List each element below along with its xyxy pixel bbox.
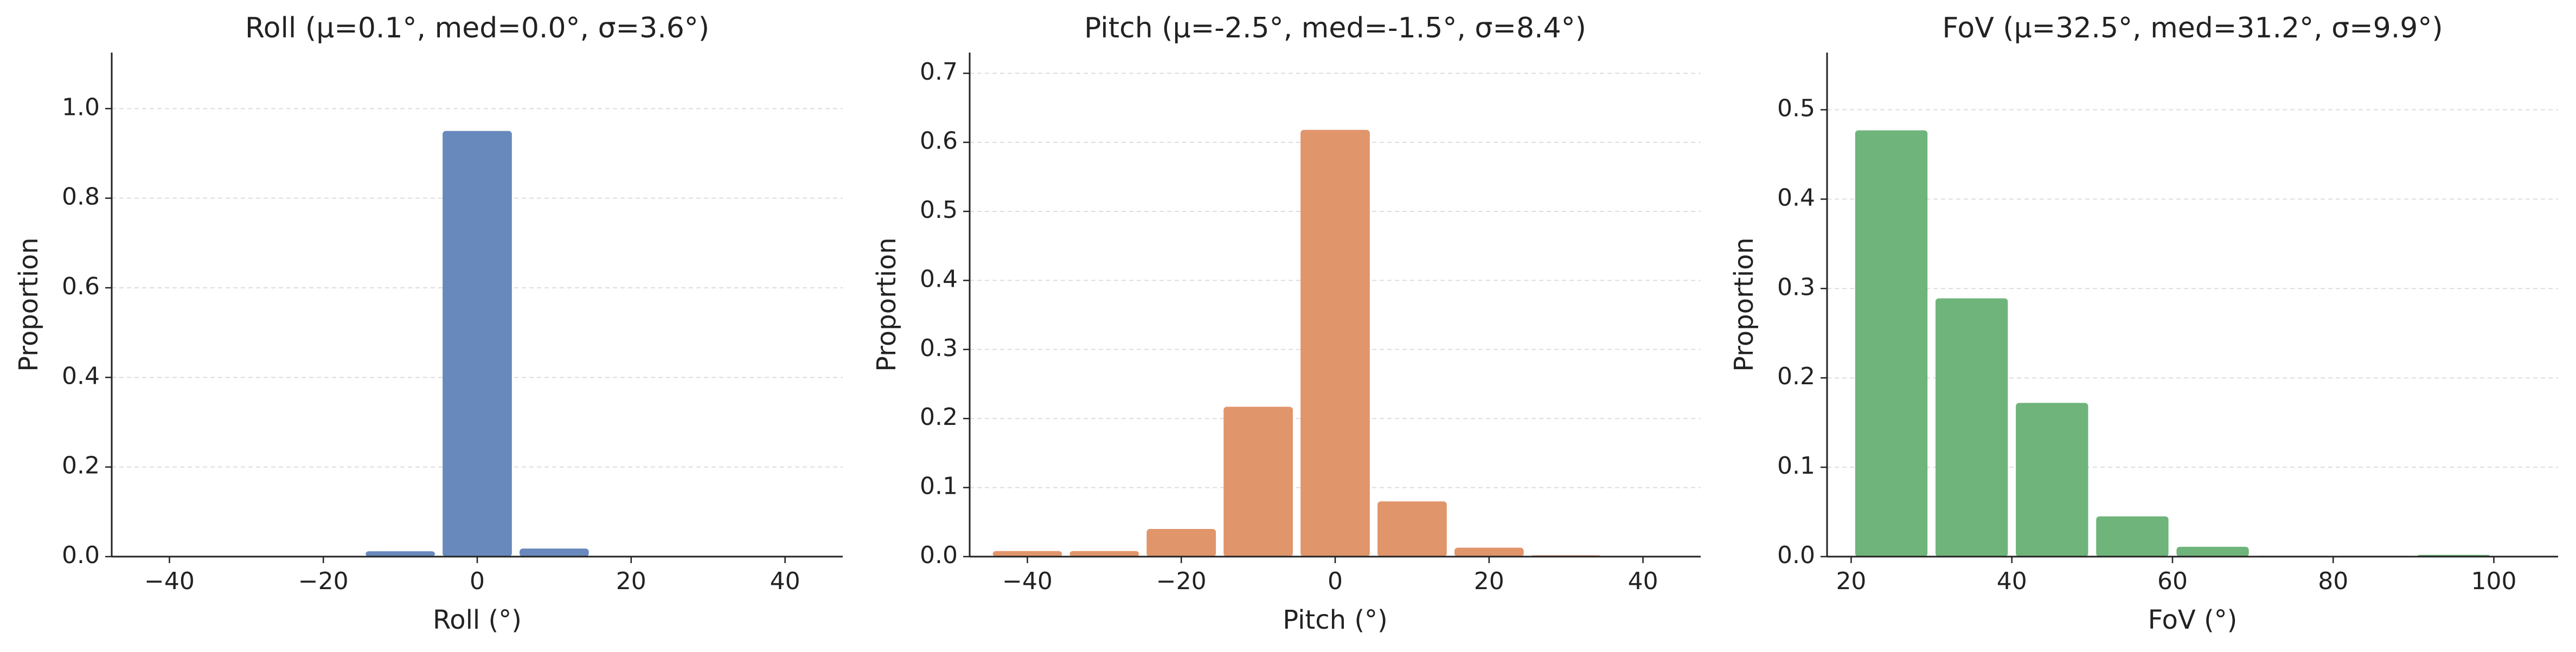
bar — [1454, 547, 1524, 557]
x-tick-label: 60 — [2157, 567, 2188, 595]
y-tick-label: 0.4 — [62, 362, 100, 390]
y-tick-label: 0.0 — [920, 541, 958, 569]
y-tick-label: 0.3 — [1777, 273, 1815, 301]
x-axis-label: Roll (°) — [433, 605, 522, 635]
x-tick-label: 20 — [1836, 567, 1866, 595]
y-tick-label: 0.7 — [920, 58, 958, 86]
bar — [366, 551, 435, 557]
bar — [1377, 501, 1447, 557]
x-tick-label: −40 — [1002, 567, 1053, 595]
x-tick-label: 0 — [1328, 567, 1343, 595]
bar — [520, 548, 589, 557]
y-tick-label: 0.0 — [62, 541, 100, 569]
y-tick-label: 0.2 — [1777, 363, 1815, 390]
bar — [2176, 546, 2249, 557]
y-tick-label: 0.2 — [920, 403, 958, 431]
x-tick-label: −20 — [298, 567, 349, 595]
chart-title: FoV (μ=32.5°, med=31.2°, σ=9.9°) — [1942, 12, 2443, 44]
y-tick-label: 0.2 — [62, 452, 100, 480]
x-tick-label: −20 — [1156, 567, 1207, 595]
bar — [2096, 516, 2169, 557]
y-tick-label: 0.4 — [1777, 184, 1815, 211]
y-tick-label: 0.8 — [62, 183, 100, 211]
y-tick-label: 0.1 — [1777, 452, 1815, 480]
x-tick-label: 0 — [470, 567, 485, 595]
y-tick-label: 0.5 — [1777, 95, 1815, 122]
y-axis-label: Proportion — [872, 237, 902, 372]
bar — [1146, 529, 1216, 557]
y-tick-label: 0.3 — [920, 334, 958, 362]
y-tick-label: 0.0 — [1777, 541, 1815, 569]
bar — [1223, 406, 1293, 557]
y-tick-label: 0.6 — [62, 273, 100, 300]
bar — [992, 551, 1062, 557]
x-tick-label: 80 — [2318, 567, 2348, 595]
x-tick-label: 40 — [1997, 567, 2027, 595]
y-tick-label: 0.5 — [920, 196, 958, 224]
x-tick-label: 20 — [1474, 567, 1504, 595]
y-tick-label: 1.0 — [62, 93, 100, 121]
x-tick-label: 40 — [1628, 567, 1658, 595]
bar — [1855, 130, 1928, 557]
chart-title: Roll (μ=0.1°, med=0.0°, σ=3.6°) — [245, 12, 709, 44]
bar — [2016, 403, 2088, 557]
x-tick-label: 100 — [2471, 567, 2517, 595]
y-tick-label: 0.1 — [920, 473, 958, 500]
x-axis-label: Pitch (°) — [1283, 605, 1388, 635]
chart-title: Pitch (μ=-2.5°, med=-1.5°, σ=8.4°) — [1084, 12, 1586, 44]
y-tick-label: 0.6 — [920, 127, 958, 155]
x-tick-label: 20 — [616, 567, 646, 595]
bar — [1935, 298, 2008, 557]
bar — [1069, 551, 1139, 557]
y-tick-label: 0.4 — [920, 265, 958, 293]
y-axis-label: Proportion — [14, 237, 44, 372]
x-tick-label: −40 — [144, 567, 195, 595]
y-axis-label: Proportion — [1729, 237, 1759, 372]
x-axis-label: FoV (°) — [2148, 605, 2238, 635]
bar — [1300, 130, 1370, 557]
x-tick-label: 40 — [770, 567, 800, 595]
bar — [443, 131, 512, 557]
